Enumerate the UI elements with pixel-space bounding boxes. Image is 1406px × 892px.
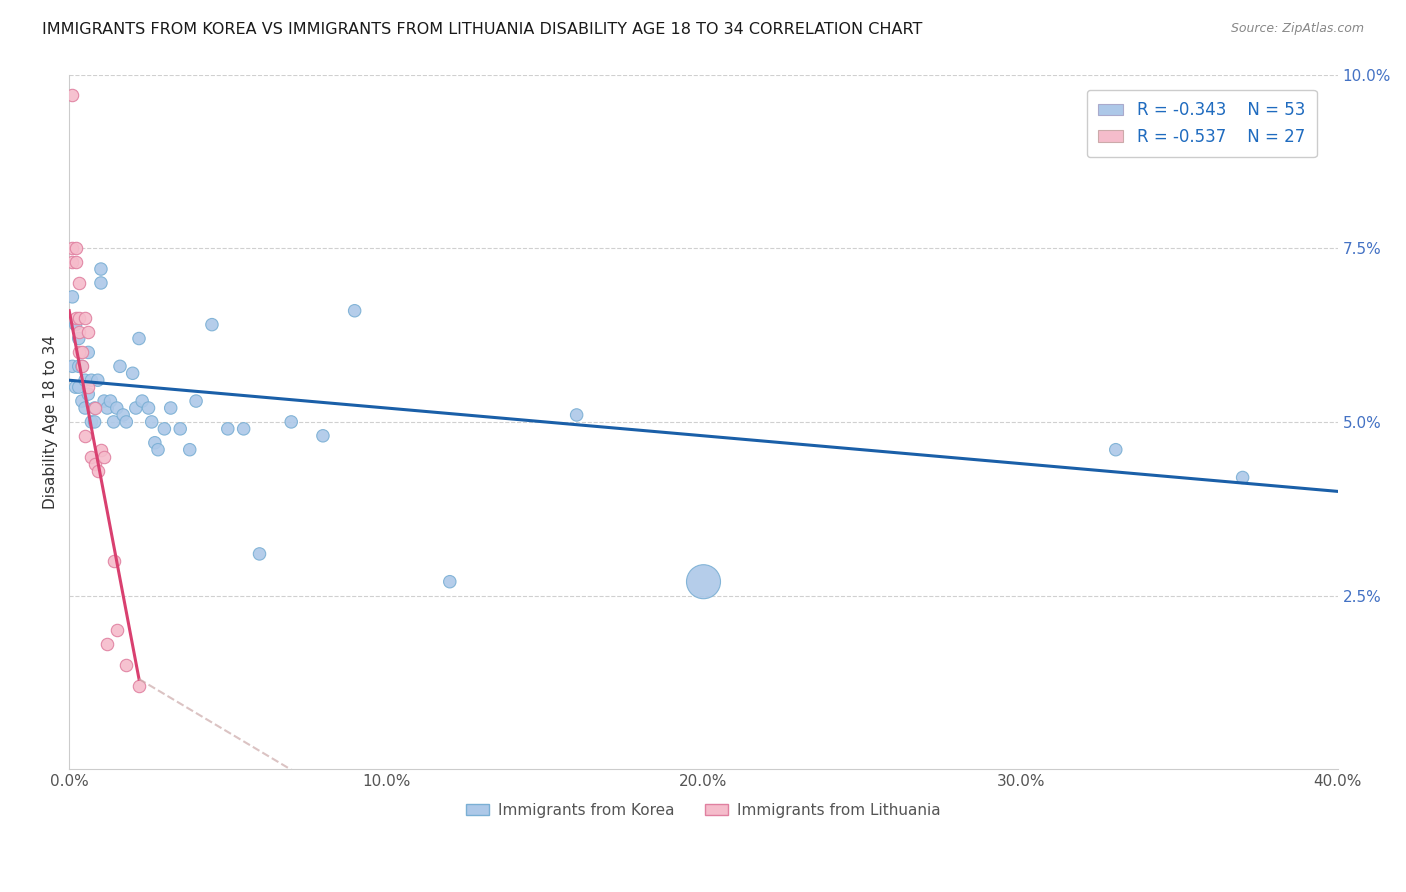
Point	[1232, 470, 1254, 484]
Point	[439, 574, 461, 589]
Point	[90, 262, 112, 277]
Point	[115, 658, 138, 673]
Point	[75, 401, 97, 415]
Point	[83, 457, 105, 471]
Point	[65, 241, 87, 255]
Point	[65, 255, 87, 269]
Point	[87, 373, 110, 387]
Point	[312, 429, 335, 443]
Point	[70, 394, 93, 409]
Text: Source: ZipAtlas.com: Source: ZipAtlas.com	[1230, 22, 1364, 36]
Point	[184, 394, 207, 409]
Point	[141, 415, 163, 429]
Point	[65, 380, 87, 394]
Point	[692, 574, 714, 589]
Point	[80, 415, 103, 429]
Point	[77, 380, 100, 394]
Point	[83, 401, 105, 415]
Point	[70, 359, 93, 374]
Point	[60, 241, 83, 255]
Point	[70, 359, 93, 374]
Point	[90, 442, 112, 457]
Point	[108, 359, 131, 374]
Y-axis label: Disability Age 18 to 34: Disability Age 18 to 34	[44, 334, 58, 509]
Point	[146, 442, 169, 457]
Point	[70, 345, 93, 359]
Text: IMMIGRANTS FROM KOREA VS IMMIGRANTS FROM LITHUANIA DISABILITY AGE 18 TO 34 CORRE: IMMIGRANTS FROM KOREA VS IMMIGRANTS FROM…	[42, 22, 922, 37]
Point	[93, 394, 115, 409]
Point	[67, 359, 90, 374]
Point	[67, 332, 90, 346]
Point	[100, 394, 122, 409]
Point	[77, 345, 100, 359]
Point	[249, 547, 271, 561]
Point	[75, 373, 97, 387]
Point	[96, 401, 118, 415]
Point	[159, 401, 181, 415]
Point	[179, 442, 201, 457]
Point	[77, 325, 100, 339]
Point	[280, 415, 302, 429]
Point	[153, 422, 176, 436]
Point	[60, 88, 83, 103]
Point	[121, 366, 143, 380]
Point	[60, 255, 83, 269]
Point	[217, 422, 239, 436]
Point	[80, 450, 103, 464]
Point	[112, 408, 135, 422]
Point	[125, 401, 148, 415]
Point	[103, 415, 125, 429]
Point	[105, 401, 128, 415]
Point	[60, 359, 83, 374]
Point	[60, 290, 83, 304]
Point	[67, 310, 90, 325]
Point	[90, 276, 112, 290]
Point	[143, 435, 166, 450]
Point	[83, 415, 105, 429]
Point	[75, 429, 97, 443]
Point	[80, 373, 103, 387]
Point	[131, 394, 153, 409]
Point	[103, 554, 125, 568]
Point	[67, 276, 90, 290]
Point	[67, 380, 90, 394]
Point	[83, 401, 105, 415]
Point	[67, 325, 90, 339]
Point	[77, 387, 100, 401]
Point	[65, 318, 87, 332]
Point	[169, 422, 191, 436]
Point	[343, 303, 366, 318]
Point	[138, 401, 160, 415]
Point	[75, 310, 97, 325]
Point	[128, 332, 150, 346]
Point	[105, 624, 128, 638]
Point	[201, 318, 224, 332]
Point	[93, 450, 115, 464]
Point	[65, 310, 87, 325]
Point	[565, 408, 588, 422]
Point	[1105, 442, 1128, 457]
Point	[67, 345, 90, 359]
Legend: Immigrants from Korea, Immigrants from Lithuania: Immigrants from Korea, Immigrants from L…	[460, 797, 948, 824]
Point	[115, 415, 138, 429]
Point	[87, 464, 110, 478]
Point	[96, 637, 118, 651]
Point	[232, 422, 254, 436]
Point	[128, 679, 150, 693]
